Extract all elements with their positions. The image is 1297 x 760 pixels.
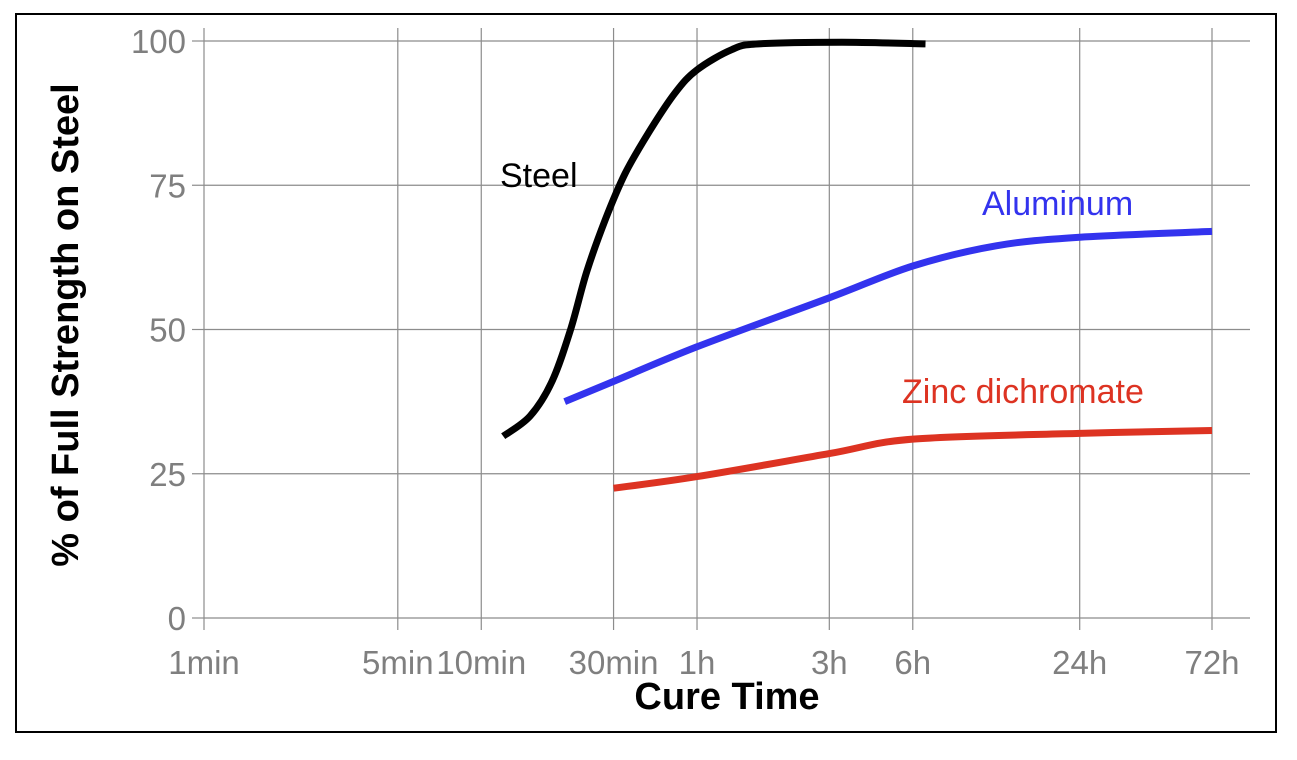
- y-tick-label: 25: [149, 456, 186, 493]
- x-tick-label: 3h: [811, 644, 848, 681]
- series-label-zinc-dichromate: Zinc dichromate: [902, 373, 1144, 411]
- labels: Cure Time % of Full Strength on Steel: [45, 83, 820, 718]
- y-tick-label: 50: [149, 312, 186, 349]
- x-tick-label: 5min: [362, 644, 434, 681]
- grid-lines: [203, 28, 1250, 619]
- series-line-zinc-dichromate: [613, 427, 1213, 492]
- x-tick-label: 72h: [1184, 644, 1239, 681]
- y-tick-label: 75: [149, 167, 186, 204]
- x-tick-label: 24h: [1052, 644, 1107, 681]
- series-label-aluminum: Aluminum: [982, 185, 1133, 223]
- x-tick-label: 1h: [679, 644, 716, 681]
- x-axis-title: Cure Time: [634, 676, 819, 718]
- axes: 1min 5min 10min 30min 1h 3h 6h 24h 72h 0 25 50 75 100: [131, 23, 1240, 681]
- x-tick-label: 30min: [569, 644, 659, 681]
- series-line-steel: [501, 38, 926, 440]
- y-tick-label: 100: [131, 23, 186, 60]
- x-tick-label: 10min: [436, 644, 526, 681]
- x-tick-label: 6h: [894, 644, 931, 681]
- series-line-aluminum: [563, 227, 1213, 405]
- y-axis-title: % of Full Strength on Steel: [45, 83, 87, 566]
- y-tick-label: 0: [168, 600, 186, 637]
- series-label-steel: Steel: [500, 157, 578, 195]
- x-tick-label: 1min: [168, 644, 240, 681]
- series-lines: Steel Aluminum Zinc dichromate: [500, 38, 1213, 492]
